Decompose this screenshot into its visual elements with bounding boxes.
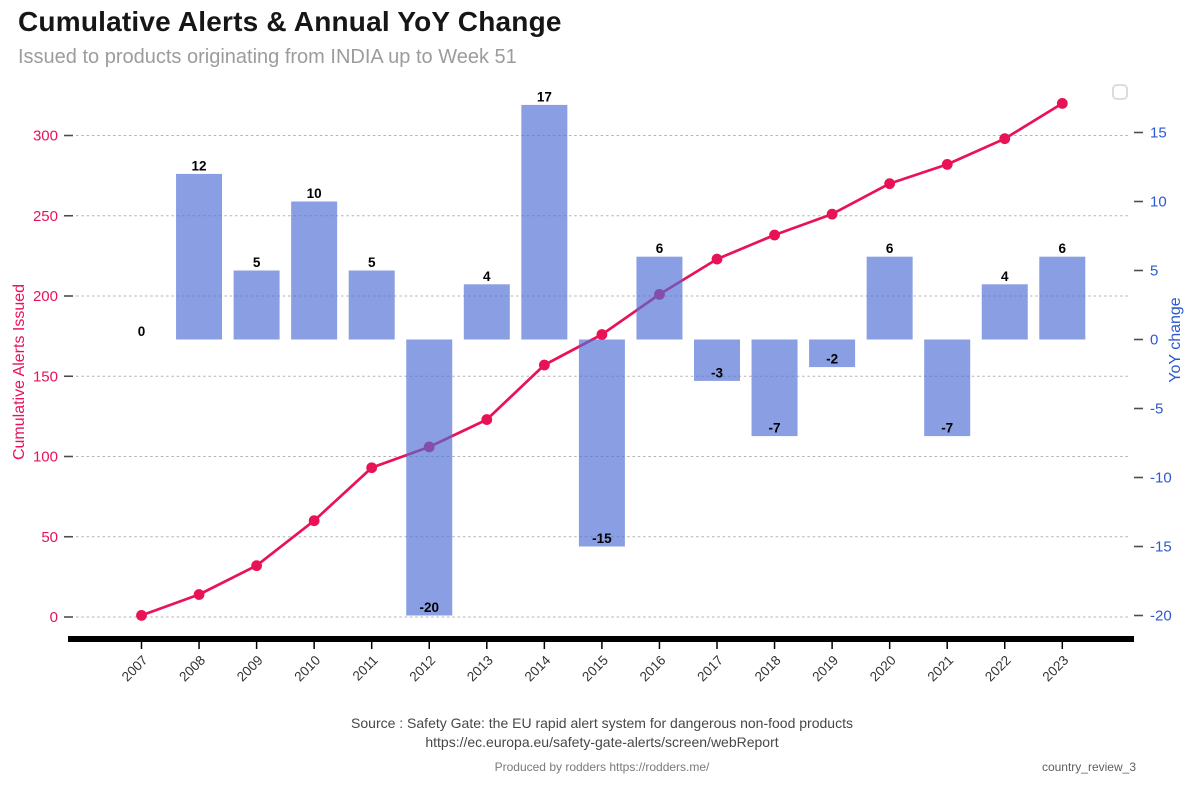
produced-by-text: Produced by rodders https://rodders.me/ <box>494 760 710 774</box>
left-tick-label: 300 <box>33 128 58 145</box>
bar-value-label: 17 <box>537 89 552 104</box>
yoy-bar <box>751 339 798 437</box>
chart-subtitle: Issued to products originating from INDI… <box>18 46 517 68</box>
source-line-2: https://ec.europa.eu/safety-gate-alerts/… <box>425 734 779 750</box>
line-marker <box>193 589 205 600</box>
x-tick-label: 2018 <box>752 653 784 685</box>
x-axis: 2007 2008 2009 2010 2011 2012 2013 2014 2015 2016… <box>68 636 1134 684</box>
yoy-bar <box>866 256 913 340</box>
bar-value-label: 12 <box>192 158 207 173</box>
right-tick-label: 5 <box>1150 263 1158 280</box>
yoy-bar <box>981 284 1028 340</box>
left-tick-label: 250 <box>33 208 58 225</box>
yoy-bar <box>176 173 223 340</box>
line-marker <box>596 329 608 340</box>
x-tick-label: 2013 <box>464 653 496 685</box>
right-tick-label: 15 <box>1150 125 1167 142</box>
right-axis-title: YoY change <box>1167 297 1184 383</box>
left-tick-label: 0 <box>50 609 58 626</box>
report-tag: country_review_3 <box>1041 760 1136 774</box>
x-tick-label: 2012 <box>407 653 439 685</box>
line-marker <box>538 359 550 371</box>
x-tick-label: 2009 <box>234 653 266 685</box>
x-tick-label: 2014 <box>522 652 554 684</box>
yoy-bar <box>1039 256 1086 340</box>
line-marker <box>136 609 147 621</box>
bar-value-label: 0 <box>138 324 146 339</box>
line-marker <box>481 414 493 425</box>
bar-value-label: -2 <box>826 352 838 367</box>
right-tick-label: 0 <box>1150 332 1158 349</box>
left-tick-label: 200 <box>33 288 58 305</box>
yoy-bar <box>233 270 280 340</box>
yoy-bar-series: 0 12 5 10 5 -20 4 17 -15 6 -3 -7 -2 6 -7 4 6 <box>138 89 1086 616</box>
left-tick-label: 150 <box>33 368 58 385</box>
line-marker <box>1056 98 1068 109</box>
yoy-bar <box>406 339 453 616</box>
line-marker <box>711 253 723 265</box>
bar-value-label: -20 <box>419 600 439 615</box>
x-tick-label: 2010 <box>291 653 323 685</box>
yoy-bar <box>694 339 740 381</box>
right-tick-label: -15 <box>1150 539 1172 556</box>
source-text: Source : Safety Gate: the EU rapid alert… <box>0 714 1200 752</box>
bar-value-label: 5 <box>368 255 376 270</box>
right-tick-label: -20 <box>1150 608 1172 625</box>
bar-value-label: 6 <box>1059 241 1067 256</box>
right-axis: 15 10 5 0 -5 -10 -15 -20 YoY change <box>1134 125 1184 625</box>
bar-value-label: -7 <box>941 421 953 436</box>
chart-title: Cumulative Alerts & Annual YoY Change <box>18 6 562 37</box>
yoy-bar <box>578 339 625 547</box>
bar-value-label: 10 <box>307 186 322 201</box>
bar-value-label: 5 <box>253 255 261 270</box>
bar-value-label: -15 <box>592 531 612 546</box>
yoy-bar <box>521 104 568 340</box>
right-tick-label: 10 <box>1150 194 1167 211</box>
x-tick-label: 2007 <box>119 653 151 685</box>
line-marker <box>941 158 953 170</box>
x-tick-label: 2019 <box>809 653 841 685</box>
x-tick-label: 2016 <box>637 653 669 685</box>
x-tick-label: 2017 <box>694 653 726 685</box>
x-tick-label: 2008 <box>176 653 208 685</box>
bar-value-label: -3 <box>711 365 723 380</box>
bar-value-label: 6 <box>886 241 894 256</box>
x-tick-label: 2023 <box>1040 653 1072 685</box>
left-axis: 0 50 100 150 200 250 300 Cumulative Alerts Issu… <box>11 128 73 626</box>
bar-value-label: -7 <box>769 421 781 436</box>
line-marker <box>308 515 320 527</box>
line-marker <box>884 178 896 190</box>
yoy-bar <box>348 270 395 340</box>
empty-legend-box <box>1112 84 1128 100</box>
line-marker <box>366 462 378 474</box>
bar-value-label: 6 <box>656 241 664 256</box>
line-marker <box>769 229 780 241</box>
x-tick-label: 2020 <box>867 653 899 685</box>
left-tick-label: 50 <box>41 529 58 546</box>
x-tick-label: 2022 <box>982 653 1014 685</box>
yoy-bar <box>463 284 510 340</box>
right-tick-label: -5 <box>1150 401 1163 418</box>
line-marker <box>251 560 262 572</box>
x-tick-label: 2011 <box>350 653 381 684</box>
source-line-1: Source : Safety Gate: the EU rapid alert… <box>351 715 853 731</box>
yoy-bar <box>924 339 971 437</box>
bar-value-label: 4 <box>483 269 491 284</box>
x-tick-label: 2021 <box>924 653 956 685</box>
bar-value-label: 4 <box>1001 269 1009 284</box>
yoy-bar <box>291 201 338 340</box>
line-marker <box>826 208 838 220</box>
line-marker <box>999 133 1011 145</box>
right-tick-label: -10 <box>1150 470 1172 487</box>
cumulative-line-series <box>136 98 1068 621</box>
left-tick-label: 100 <box>33 449 58 466</box>
x-tick-label: 2015 <box>579 653 611 685</box>
left-axis-title: Cumulative Alerts Issued <box>11 284 28 460</box>
yoy-bar <box>636 256 683 340</box>
yoy-bar <box>809 339 856 368</box>
x-axis-spine <box>68 636 1134 642</box>
